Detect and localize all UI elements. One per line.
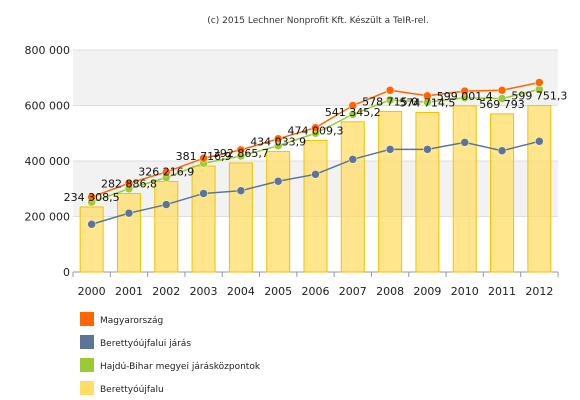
series-point [497,94,507,103]
legend-swatch [80,335,94,349]
data-label: 434 033,9 [250,136,306,149]
x-tick-label: 2010 [451,285,479,298]
data-label: 326 216,9 [138,165,194,178]
bar [452,105,477,273]
data-label: 392 865,7 [213,147,269,160]
series-point [124,178,134,188]
data-label: 474 009,3 [288,124,344,137]
series-point [423,145,432,154]
bar [415,112,440,273]
legend-swatch [80,358,94,372]
series-point [348,155,358,164]
series-point [87,192,96,202]
line-points [87,78,544,229]
x-tick-label: 2008 [376,285,404,298]
legend-swatch [80,312,94,326]
bar [340,121,365,273]
series-point [497,85,507,95]
series-point [348,110,358,119]
data-label: 569 793 [479,98,525,111]
y-tick-label: 600 000 [25,100,71,113]
data-label: 282 886,8 [101,177,157,190]
y-tick-label: 200 000 [25,211,71,224]
series-point [460,138,469,147]
series-point [348,101,358,110]
data-label: 578 715,0 [362,95,418,108]
x-tick-label: 2006 [302,285,330,298]
data-label: 381 716,9 [176,150,232,163]
bar [116,192,141,273]
data-label: 599 001,4 [437,90,493,103]
bar [154,180,179,273]
series-point [460,86,469,96]
x-tick-label: 2000 [78,285,106,298]
series-point [311,170,320,179]
x-tick-label: 2002 [152,285,180,298]
legend-label: Berettyóújfalui járás [100,338,191,349]
data-label: 541 345,2 [325,106,381,119]
x-tick-label: 2005 [264,285,292,298]
legend-label: Hajdú-Bihar megyei járásközpontok [100,362,261,372]
series-point [236,186,246,195]
series-point [385,95,395,105]
series-point [535,137,544,146]
series-point [124,208,134,218]
bar [303,139,328,273]
legend-swatch [80,381,94,395]
plot-band [73,50,558,106]
x-axis-tick-labels: 2000 2001 2002 2003 2004 2005 2006 2007 2008 2009… [78,285,554,298]
bar [378,110,403,273]
y-tick-label: 0 [63,266,70,279]
bar [228,162,253,273]
x-tick-label: 2009 [413,285,441,298]
x-tick-label: 2004 [227,285,255,298]
x-tick-label: 2011 [488,285,516,298]
series-point [273,134,283,144]
bar [527,105,552,273]
series-point [423,91,432,101]
y-tick-label: 800 000 [25,44,71,57]
y-axis-tick-labels: 0 200 000 400 000 600 000 800 000 [25,44,71,279]
series-point [162,167,171,177]
bar [191,165,216,273]
series-point [199,153,208,163]
x-tick-label: 2012 [525,285,553,298]
x-tick-label: 2007 [339,285,367,298]
series-point [311,123,320,132]
data-label: 234 308,5 [64,191,120,204]
credit-text: (c) 2015 Lechner Nonprofit Kft. Készült … [207,15,428,26]
data-label: 599 751,3 [511,90,567,103]
series-point [535,78,544,87]
series-point [385,85,395,95]
legend: Magyarország Berettyóújfalui járás Hajdú-B… [80,312,261,395]
series-point [273,177,283,186]
series-point [236,145,246,155]
series-point [497,146,507,155]
series-point [199,189,208,198]
legend-label: Berettyóújfalu [100,384,164,395]
bar [490,113,515,273]
series-point [87,220,96,229]
y-tick-label: 400 000 [25,155,71,168]
x-tick-label: 2003 [190,285,218,298]
legend-label: Magyarország [100,316,163,326]
axes [72,271,559,277]
bar [266,151,291,273]
series-point [162,200,171,209]
series-point [385,145,395,154]
data-label: 574 714,5 [399,97,455,110]
bar [79,206,104,273]
x-tick-label: 2001 [115,285,143,298]
